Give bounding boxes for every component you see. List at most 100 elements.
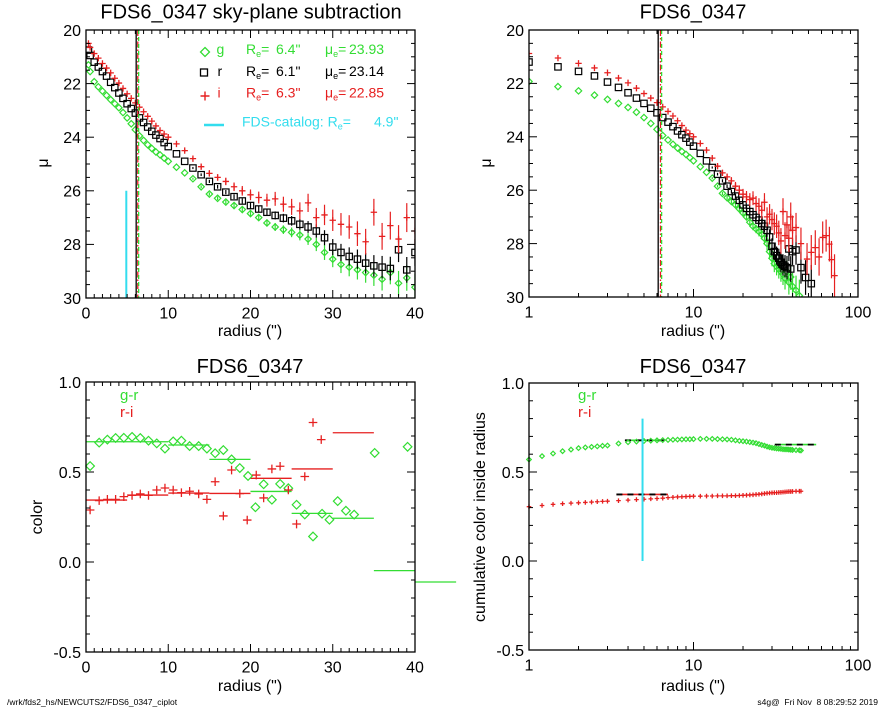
data-point-r — [197, 170, 205, 179]
legend-entry-i: i Re= 6.3" μe= 22.85 — [200, 85, 384, 103]
x-axis-label: radius (") — [218, 323, 282, 340]
data-point-r — [345, 252, 354, 261]
x-tick-label: 40 — [406, 660, 424, 677]
data-point-g — [205, 189, 214, 199]
data-point-r — [529, 58, 533, 66]
y-axis-label: color — [29, 499, 46, 534]
data-point-g-r — [94, 437, 105, 448]
data-point-g-r — [402, 441, 413, 452]
data-point-i — [288, 203, 295, 211]
data-point-r-i — [219, 511, 228, 521]
data-point-g-r — [176, 435, 187, 446]
data-point-i — [653, 99, 661, 106]
re-value: 6.4" — [276, 41, 300, 57]
legend-catalog-text: FDS-catalog: Re= 4.9" — [242, 114, 398, 132]
data-point-g — [131, 125, 140, 134]
series-r-i — [85, 418, 326, 529]
data-point-r-i — [798, 488, 804, 494]
data-point-g-r — [787, 446, 794, 453]
data-point-r-i — [704, 493, 709, 499]
legend-label-g-r: g-r — [120, 387, 138, 404]
data-point-r-i — [152, 485, 162, 495]
data-point-g-r — [736, 437, 743, 444]
data-point-r-i — [275, 461, 285, 471]
data-point-g-r — [797, 447, 805, 454]
data-point-g-r — [567, 446, 575, 453]
data-point-r — [160, 138, 168, 147]
data-point-r — [86, 51, 94, 60]
data-point-i — [239, 187, 246, 194]
data-point-r — [807, 279, 816, 288]
data-point-i — [697, 140, 704, 147]
y-tick-label: 1.0 — [59, 375, 81, 392]
data-point-i — [370, 209, 378, 216]
catalog-subscript: e — [338, 122, 343, 132]
data-point-g — [90, 77, 99, 86]
color-profile: FDS6_0347 radius (") color g-r r-i 0 10 20… — [29, 356, 457, 695]
data-point-i — [304, 199, 312, 207]
data-point-g-r — [110, 432, 121, 444]
data-point-g — [394, 279, 403, 288]
data-point-g — [295, 230, 304, 240]
data-layer — [529, 30, 838, 297]
data-point-g-r — [659, 436, 666, 444]
data-point-r-i — [284, 485, 293, 495]
data-point-r — [614, 83, 623, 92]
equals-sign: = — [343, 114, 351, 130]
data-point-i — [728, 177, 735, 185]
re-value: 6.1" — [276, 63, 300, 79]
data-point-i — [529, 50, 533, 57]
data-point-r — [110, 83, 119, 92]
data-point-i — [329, 217, 336, 224]
data-point-g-r — [599, 442, 606, 449]
data-point-g-r — [575, 444, 582, 452]
data-point-r — [669, 122, 677, 131]
data-point-i — [624, 79, 632, 87]
data-point-r — [386, 264, 395, 273]
equals-sign: = — [261, 63, 269, 79]
data-point-r-i — [242, 515, 252, 525]
data-point-r — [797, 263, 805, 272]
data-point-i — [714, 162, 721, 170]
data-point-r — [287, 217, 296, 225]
data-point-r — [682, 134, 690, 142]
data-point-g-r — [714, 435, 721, 443]
data-point-g-r — [168, 436, 179, 447]
data-point-r-i — [267, 464, 277, 474]
legend-band-label: r — [218, 63, 223, 79]
data-point-r-i — [698, 493, 703, 499]
data-point-i — [808, 249, 815, 256]
data-point-i — [156, 127, 164, 134]
data-point-i — [296, 207, 304, 215]
mu-value: 23.93 — [349, 41, 384, 57]
data-point-i — [640, 90, 648, 97]
data-point-g-r — [719, 436, 726, 443]
x-tick-label: 10 — [159, 306, 177, 323]
data-point-i — [346, 223, 353, 231]
data-point-g — [114, 103, 123, 112]
data-point-i — [107, 69, 114, 77]
x-axis-label: radius (") — [661, 323, 725, 340]
data-point-g — [361, 268, 370, 277]
footer-timestamp: s4g@ Fri Nov 8 08:29:52 2019 — [757, 697, 878, 707]
data-point-g-r — [615, 440, 622, 447]
data-point-g — [143, 140, 152, 149]
data-point-g — [639, 113, 649, 122]
data-point-r-i — [720, 493, 725, 499]
data-point-i — [690, 133, 697, 140]
data-point-g — [320, 248, 329, 257]
data-point-r-i — [691, 493, 696, 499]
data-point-r-i — [724, 493, 730, 499]
data-point-r — [590, 72, 599, 80]
data-point-g-r — [594, 443, 601, 450]
data-point-g — [172, 163, 181, 172]
data-point-i — [831, 272, 838, 279]
x-axis-label: radius (") — [218, 678, 282, 695]
data-point-i — [674, 117, 681, 124]
y-axis-label: μ — [478, 158, 495, 167]
data-point-i — [165, 134, 172, 141]
re-symbol: R — [246, 63, 256, 79]
data-point-g-r — [184, 440, 195, 452]
data-point-g — [614, 99, 623, 108]
data-point-i — [591, 64, 598, 72]
